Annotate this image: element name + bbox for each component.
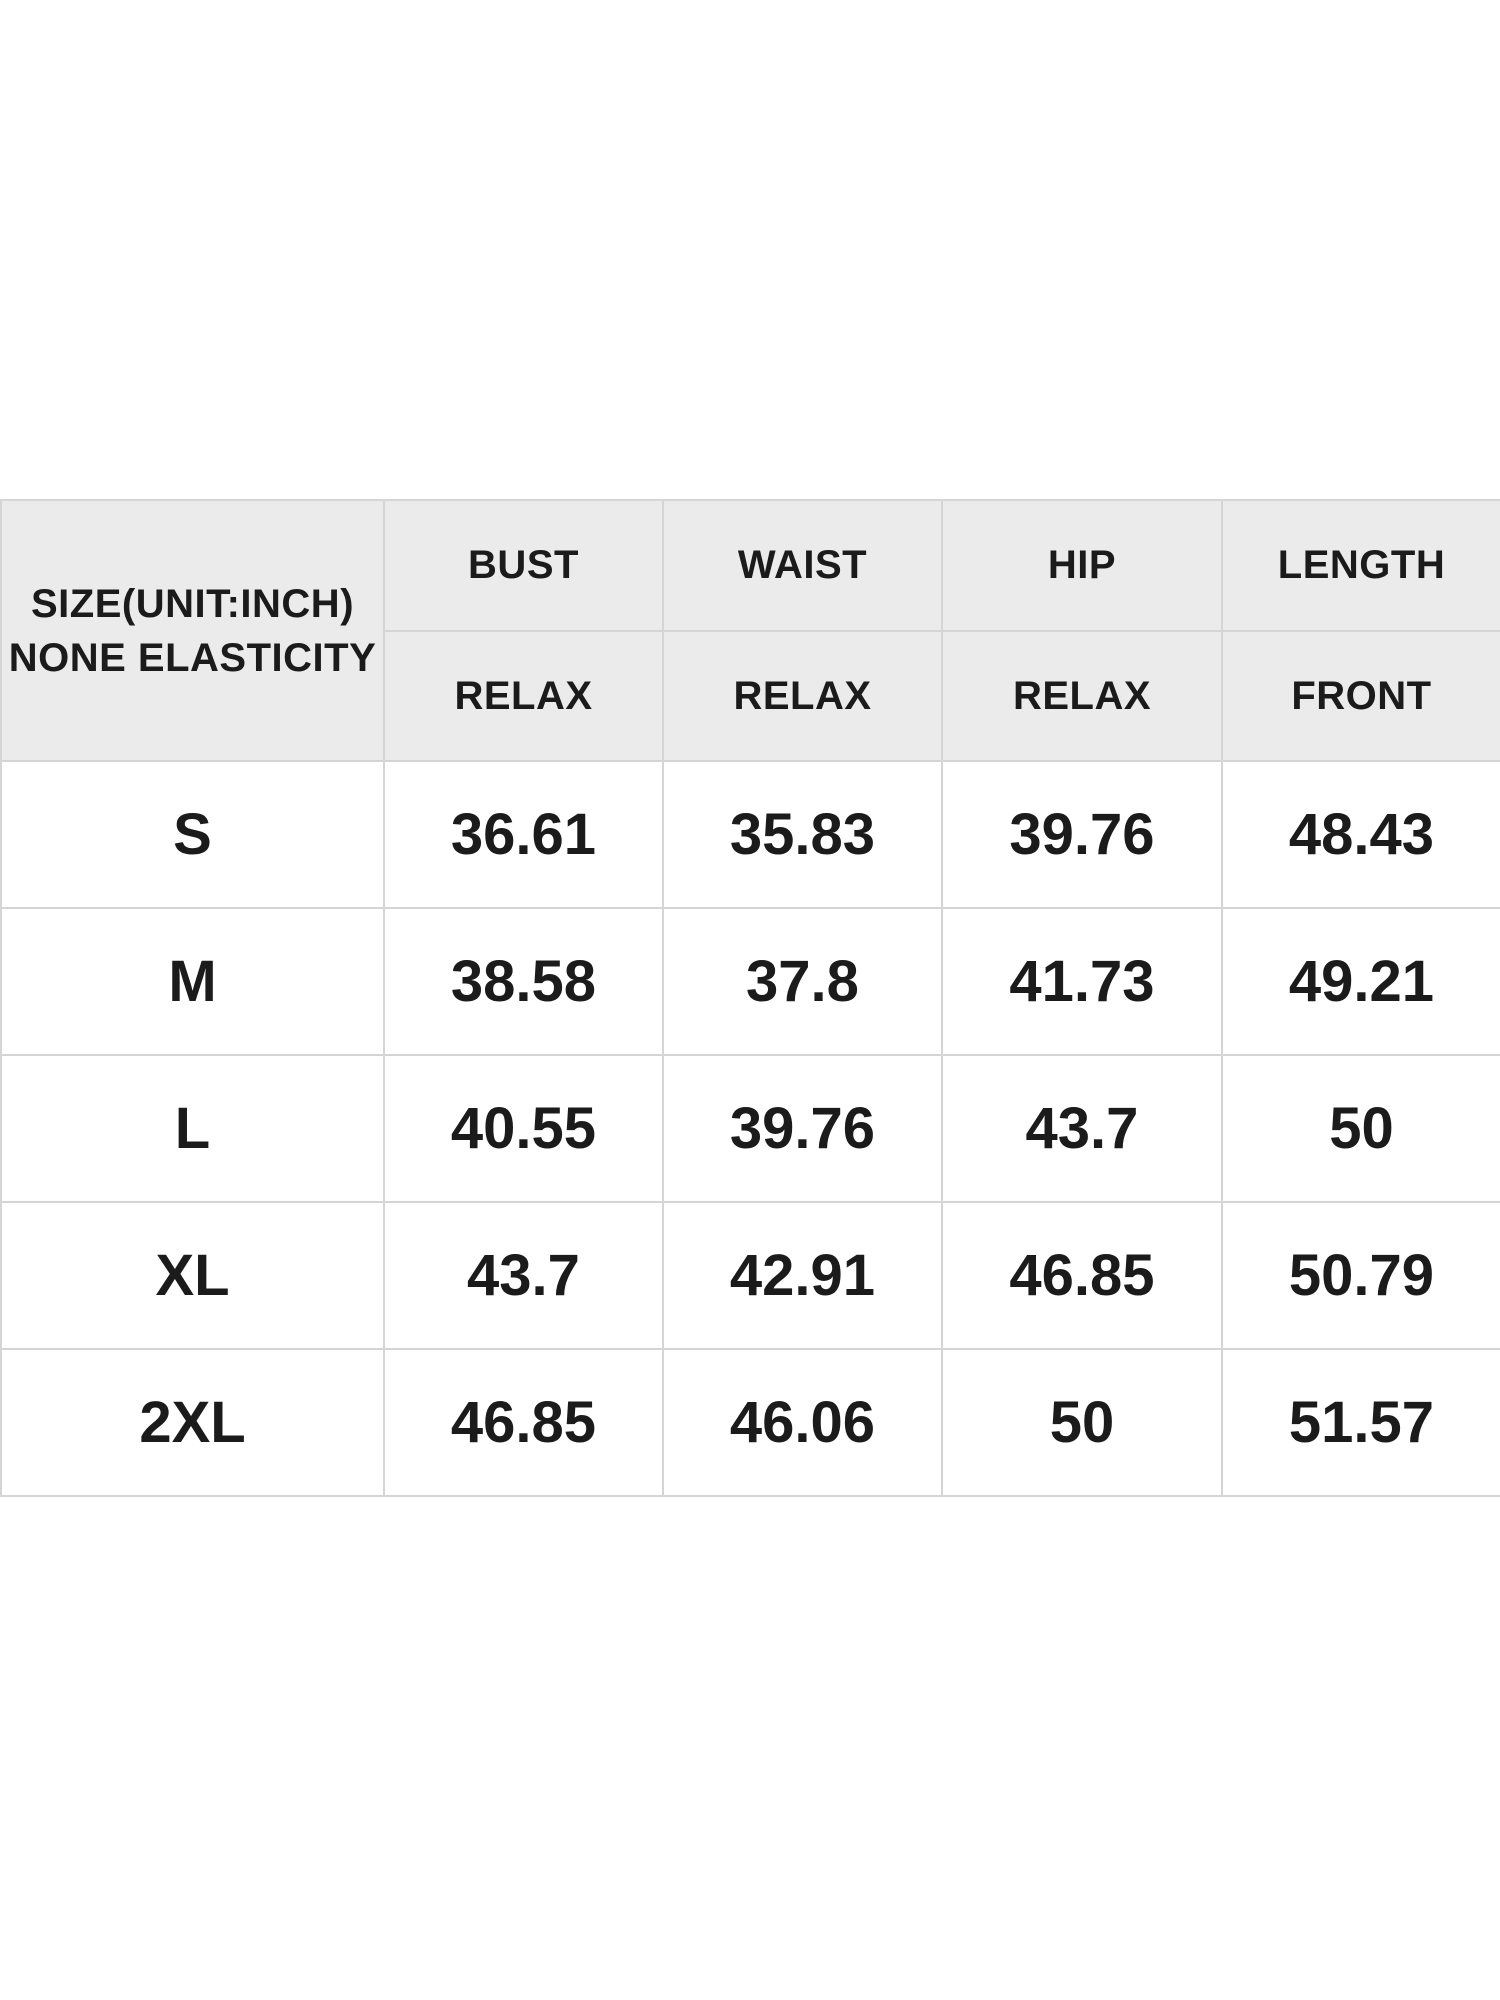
table-row-l: L 40.55 39.76 43.7 50 [0,1054,1500,1203]
subheader-bust-relax: RELAX [383,630,664,762]
col-header-hip: HIP [941,499,1223,632]
size-label-xl: XL [0,1201,385,1350]
cell-xl-hip: 46.85 [941,1201,1223,1350]
cell-m-length: 49.21 [1221,907,1500,1056]
cell-xl-waist: 42.91 [662,1201,943,1350]
cell-2xl-bust: 46.85 [383,1348,664,1497]
cell-xl-bust: 43.7 [383,1201,664,1350]
cell-s-length: 48.43 [1221,760,1500,909]
table-row-xl: XL 43.7 42.91 46.85 50.79 [0,1201,1500,1350]
size-chart: SIZE(UNIT:INCH) NONE ELASTICITY BUST WAI… [0,499,1500,1497]
size-label-m: M [0,907,385,1056]
cell-m-bust: 38.58 [383,907,664,1056]
cell-2xl-waist: 46.06 [662,1348,943,1497]
cell-s-bust: 36.61 [383,760,664,909]
cell-l-waist: 39.76 [662,1054,943,1203]
subheader-hip-relax: RELAX [941,630,1223,762]
subheader-length-front: FRONT [1221,630,1500,762]
cell-2xl-hip: 50 [941,1348,1223,1497]
size-label-2xl: 2XL [0,1348,385,1497]
cell-2xl-length: 51.57 [1221,1348,1500,1497]
subheader-waist-relax: RELAX [662,630,943,762]
cell-l-hip: 43.7 [941,1054,1223,1203]
elasticity-line: NONE ELASTICITY [8,635,377,680]
header-row-measure-type: RELAX RELAX RELAX FRONT [1,630,1500,762]
cell-m-waist: 37.8 [662,907,943,1056]
size-label-l: L [0,1054,385,1203]
col-header-length: LENGTH [1221,499,1500,632]
size-chart-table: SIZE(UNIT:INCH) NONE ELASTICITY BUST WAI… [0,499,1500,1497]
table-row-s: S 36.61 35.83 39.76 48.43 [0,760,1500,909]
size-unit-header-cell: SIZE(UNIT:INCH) NONE ELASTICITY [0,499,385,762]
table-row-m: M 38.58 37.8 41.73 49.21 [0,907,1500,1056]
header-row-measurements: SIZE(UNIT:INCH) NONE ELASTICITY BUST WAI… [0,499,1500,762]
cell-m-hip: 41.73 [941,907,1223,1056]
cell-l-length: 50 [1221,1054,1500,1203]
cell-s-waist: 35.83 [662,760,943,909]
col-header-waist: WAIST [662,499,943,632]
cell-xl-length: 50.79 [1221,1201,1500,1350]
size-label-s: S [0,760,385,909]
cell-l-bust: 40.55 [383,1054,664,1203]
cell-s-hip: 39.76 [941,760,1223,909]
size-unit-line: SIZE(UNIT:INCH) [30,581,355,626]
col-header-bust: BUST [383,499,664,632]
table-row-2xl: 2XL 46.85 46.06 50 51.57 [0,1348,1500,1497]
